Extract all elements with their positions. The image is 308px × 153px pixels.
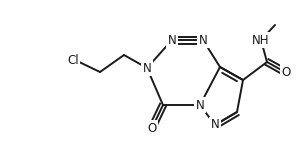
Text: O: O [147,121,157,134]
Text: O: O [282,65,291,78]
Text: N: N [199,34,207,47]
Text: N: N [211,119,219,131]
Text: N: N [168,34,176,47]
Text: N: N [196,99,205,112]
Text: NH: NH [252,34,270,47]
Text: N: N [143,62,151,75]
Text: Cl: Cl [67,54,79,67]
